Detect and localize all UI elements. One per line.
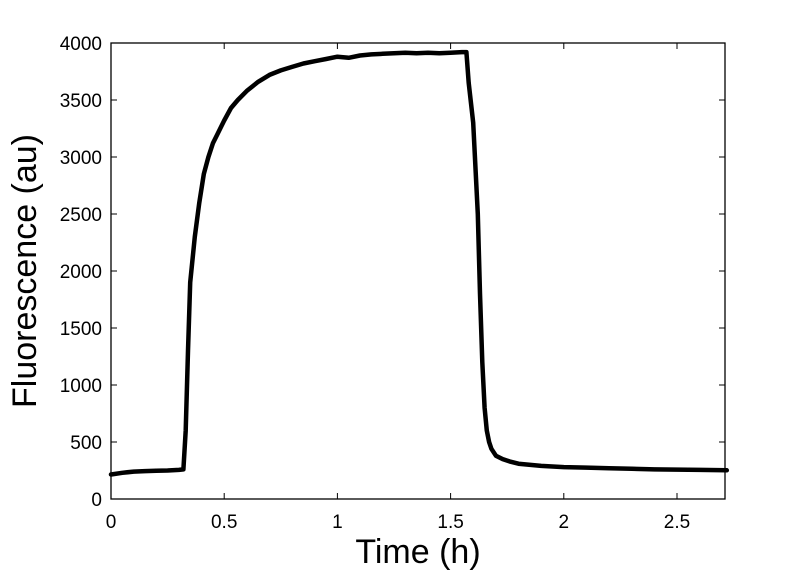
- y-tick-label: 2000: [60, 262, 102, 283]
- y-axis-title: Fluorescence (au): [6, 134, 44, 408]
- y-tick-label: 1500: [60, 319, 102, 340]
- x-axis-title: Time (h): [355, 533, 480, 571]
- x-tick-label: 2: [559, 512, 570, 533]
- fluorescence-line: [108, 49, 730, 477]
- plot-frame: [110, 42, 726, 500]
- x-tick-label: 1.5: [437, 512, 463, 533]
- x-tick-label: 0: [106, 512, 117, 533]
- plot-area: [110, 42, 726, 500]
- y-tick-label: 1000: [60, 376, 102, 397]
- x-tick-label: 2.5: [664, 512, 690, 533]
- y-tick-label: 2500: [60, 205, 102, 226]
- y-tick-label: 3500: [60, 91, 102, 112]
- y-tick-label: 3000: [60, 148, 102, 169]
- y-axis: 0 500 1000 1500 2000 2500 3000 3500 4000: [60, 34, 725, 511]
- y-tick-label: 4000: [60, 34, 102, 55]
- x-axis: 0 0.5 1 1.5 2 2.5: [106, 43, 690, 533]
- y-tick-label: 0: [91, 490, 102, 511]
- y-tick-label: 500: [70, 433, 102, 454]
- x-tick-label: 0.5: [211, 512, 237, 533]
- x-tick-label: 1: [332, 512, 343, 533]
